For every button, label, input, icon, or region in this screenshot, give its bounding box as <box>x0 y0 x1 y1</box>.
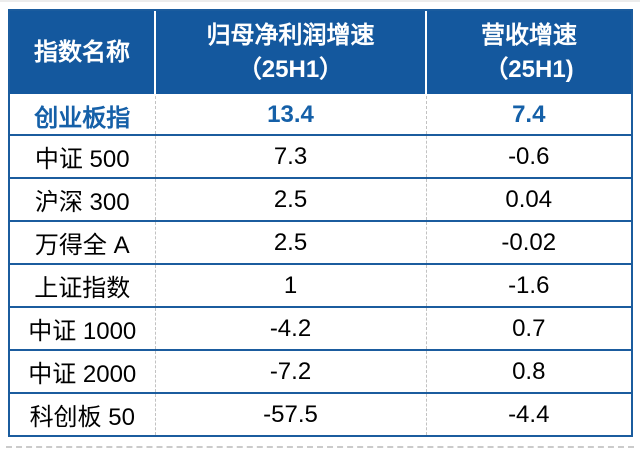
net-profit-growth-cell: 2.5 <box>154 177 426 221</box>
table-row: 上证指数 1 -1.6 <box>9 263 632 307</box>
net-profit-growth-cell: -4.2 <box>154 306 426 350</box>
header-label-revenue-growth-period: （25H1) <box>484 55 574 83</box>
net-profit-growth-cell: -57.5 <box>154 392 426 436</box>
header-label-index-name: 指数名称 <box>34 38 130 66</box>
revenue-growth-cell: -4.4 <box>425 392 632 436</box>
index-name-cell: 万得全 A <box>9 220 155 264</box>
net-profit-growth-cell: -7.2 <box>154 349 426 393</box>
bottom-divider-line <box>6 446 634 448</box>
header-cell-net-profit-growth: 归母净利润增速 （25H1） <box>154 10 426 96</box>
table-row: 中证 500 7.3 -0.6 <box>9 134 632 178</box>
table-row: 科创板 50 -57.5 -4.4 <box>9 392 632 436</box>
table-row: 中证 2000 -7.2 0.8 <box>9 349 632 393</box>
index-growth-table: 指数名称 归母净利润增速 （25H1） 营收增速 （25H1) 创业板指 13.4… <box>8 9 633 437</box>
revenue-growth-cell: -0.6 <box>425 134 632 178</box>
table-row: 万得全 A 2.5 -0.02 <box>9 220 632 264</box>
index-name-cell: 中证 2000 <box>9 349 155 393</box>
revenue-growth-cell: -0.02 <box>425 220 632 264</box>
header-label-net-profit-growth-period: （25H1） <box>237 55 344 83</box>
header-cell-index-name: 指数名称 <box>9 10 155 96</box>
table-row: 中证 1000 -4.2 0.7 <box>9 306 632 350</box>
net-profit-growth-cell: 2.5 <box>154 220 426 264</box>
table-row-highlight: 创业板指 13.4 7.4 <box>9 95 632 135</box>
header-label-net-profit-growth: 归母净利润增速 <box>206 21 375 49</box>
index-name-cell: 中证 1000 <box>9 306 155 350</box>
revenue-growth-cell: -1.6 <box>425 263 632 307</box>
index-name-cell: 中证 500 <box>9 134 155 178</box>
revenue-growth-cell: 0.8 <box>425 349 632 393</box>
net-profit-growth-cell: 1 <box>154 263 426 307</box>
header-label-revenue-growth: 营收增速 <box>481 21 577 49</box>
revenue-growth-cell: 0.7 <box>425 306 632 350</box>
revenue-growth-cell: 7.4 <box>425 95 632 135</box>
header-cell-revenue-growth: 营收增速 （25H1) <box>425 10 632 96</box>
index-name-cell: 创业板指 <box>9 95 155 135</box>
index-name-cell: 沪深 300 <box>9 177 155 221</box>
net-profit-growth-cell: 13.4 <box>154 95 426 135</box>
table-row: 沪深 300 2.5 0.04 <box>9 177 632 221</box>
index-name-cell: 上证指数 <box>9 263 155 307</box>
net-profit-growth-cell: 7.3 <box>154 134 426 178</box>
index-name-cell: 科创板 50 <box>9 392 155 436</box>
table-body: 创业板指 13.4 7.4 中证 500 7.3 -0.6 沪深 300 2.5 0.04 万得全… <box>9 95 632 436</box>
top-divider-line <box>0 0 640 2</box>
header-row: 指数名称 归母净利润增速 （25H1） 营收增速 （25H1) <box>9 10 632 96</box>
revenue-growth-cell: 0.04 <box>425 177 632 221</box>
